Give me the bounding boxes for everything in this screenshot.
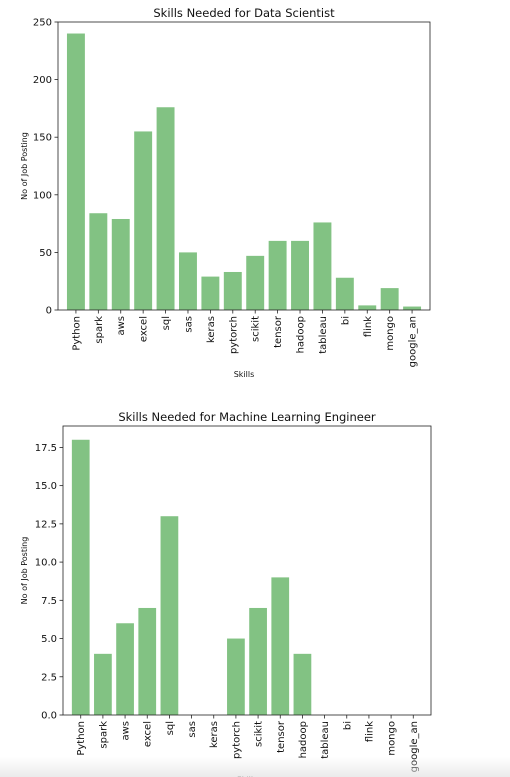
y-axis-label: No of Job Posting: [20, 132, 29, 200]
x-tick-label: scikit: [251, 316, 262, 342]
x-tick-label: excel: [139, 316, 150, 342]
y-tick-label: 0: [46, 306, 52, 317]
bar-python: [66, 33, 85, 311]
bar-tableau: [313, 222, 332, 310]
chart-title: Skills Needed for Machine Learning Engin…: [118, 410, 376, 424]
bar-aws: [116, 623, 134, 715]
bar-tensor: [271, 577, 290, 715]
y-tick-label: 7.5: [41, 596, 57, 607]
bar-python: [71, 439, 90, 715]
bar-scikit: [246, 255, 265, 310]
x-tick-label: tensor: [273, 315, 284, 348]
y-tick-label: 100: [33, 190, 52, 201]
y-tick-label: 17.5: [35, 443, 57, 454]
x-tick-label: tableau: [320, 721, 331, 759]
y-axis-label: No of Job Posting: [20, 537, 29, 605]
x-tick-label: aws: [116, 316, 127, 336]
bar-flink: [358, 305, 377, 310]
x-tick-label: sas: [183, 316, 194, 333]
chart-ml-engineer-svg: Skills Needed for Machine Learning Engin…: [20, 410, 432, 777]
bar-hadoop: [293, 653, 312, 715]
y-tick-label: 50: [39, 248, 52, 259]
x-tick-label: google_an: [409, 721, 420, 772]
x-axis-label: Skills: [234, 370, 255, 379]
x-tick-label: Python: [71, 316, 82, 351]
x-tick-label: scikit: [254, 721, 265, 747]
x-tick-label: excel: [143, 721, 154, 747]
x-tick-label: spark: [94, 316, 105, 344]
x-tick-label: hadoop: [296, 316, 307, 353]
bar-mongo: [380, 288, 399, 310]
y-tick-label: 0.0: [41, 711, 57, 722]
chart-ml-engineer: Skills Needed for Machine Learning Engin…: [0, 404, 510, 777]
x-tick-label: keras: [206, 316, 217, 343]
y-tick-label: 200: [33, 75, 52, 86]
bar-hadoop: [291, 240, 309, 310]
bar-keras: [201, 276, 220, 310]
bar-google-an: [403, 306, 422, 310]
x-tick-label: aws: [121, 721, 132, 741]
y-tick-label: 12.5: [35, 519, 57, 530]
y-tick-label: 5.0: [41, 634, 57, 645]
plot-frame: [62, 425, 432, 716]
y-tick-label: 10.0: [35, 558, 57, 569]
x-tick-label: mongo: [385, 316, 396, 351]
x-tick-label: spark: [98, 721, 109, 749]
bar-bi: [335, 277, 354, 310]
bar-pytorch: [223, 271, 242, 310]
x-tick-label: mongo: [387, 721, 398, 756]
x-tick-label: tensor: [276, 720, 287, 753]
bar-excel: [138, 607, 157, 715]
x-tick-label: flink: [364, 721, 375, 742]
bar-excel: [134, 131, 153, 310]
y-tick-label: 15.0: [35, 481, 57, 492]
bar-scikit: [249, 607, 267, 715]
chart-data-scientist: Skills Needed for Data Scientist Python sp…: [20, 6, 431, 379]
bar-spark: [94, 653, 112, 715]
x-tick-label: sql: [165, 721, 176, 735]
bar-sas: [179, 252, 197, 310]
x-tick-label: tableau: [318, 316, 329, 354]
x-tick-label: Python: [76, 721, 87, 756]
bar-spark: [89, 213, 108, 310]
chart-data-scientist-svg: Skills Needed for Data Scientist Python sp…: [20, 6, 431, 379]
x-tick-label: sas: [187, 721, 198, 738]
x-tick-label: google_an: [408, 316, 419, 367]
x-tick-label: bi: [342, 721, 353, 730]
y-tick-label: 2.5: [41, 672, 57, 683]
x-tick-label: flink: [363, 316, 374, 337]
bar-aws: [111, 218, 130, 310]
x-tick-label: hadoop: [298, 721, 309, 758]
bar-pytorch: [227, 638, 245, 715]
bar-tensor: [268, 240, 287, 310]
x-tick-label: pytorch: [228, 316, 239, 354]
y-tick-label: 250: [33, 18, 52, 29]
bar-sql: [160, 516, 179, 715]
x-tick-label: keras: [209, 721, 220, 748]
chart-title: Skills Needed for Data Scientist: [153, 6, 335, 20]
x-tick-label: bi: [340, 316, 351, 325]
y-tick-label: 150: [33, 133, 52, 144]
plot-frame: [57, 21, 431, 311]
bar-sql: [156, 107, 175, 310]
x-tick-label: sql: [161, 316, 172, 330]
x-tick-label: pytorch: [231, 721, 242, 759]
